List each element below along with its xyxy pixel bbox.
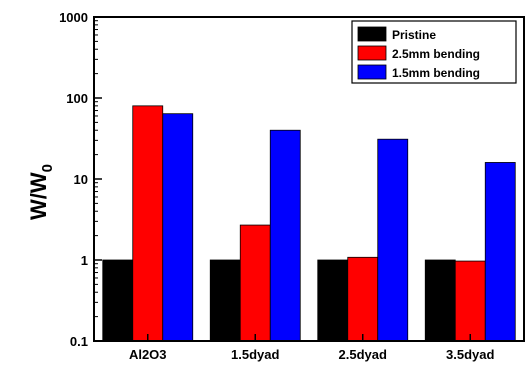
- bar-2-5mm-bending-2.5dyad: [347, 256, 379, 342]
- y-axis-title-subscript: 0: [39, 164, 56, 172]
- y-axis-title-main: W/W: [26, 172, 51, 220]
- legend-label: Pristine: [392, 28, 436, 42]
- bar-pristine-al2o3: [102, 259, 134, 342]
- y-tick-label: 0.1: [70, 334, 88, 349]
- bar-pristine-2.5dyad: [317, 259, 349, 342]
- y-axis: 0.1 1 10 100 1000: [59, 10, 102, 349]
- legend-label: 1.5mm bending: [392, 66, 480, 80]
- bar-1-5mm-bending-2.5dyad: [377, 138, 409, 342]
- x-tick-label: 1.5dyad: [231, 347, 279, 362]
- bars-layer: [102, 105, 516, 342]
- bar-1-5mm-bending-1.5dyad: [269, 129, 301, 342]
- legend-swatch: [357, 45, 387, 61]
- bar-2-5mm-bending-al2o3: [132, 105, 164, 342]
- bar-pristine-3.5dyad: [424, 259, 456, 342]
- bar-pristine-1.5dyad: [209, 259, 241, 342]
- x-tick-label: 3.5dyad: [446, 347, 494, 362]
- y-tick-label: 1: [81, 253, 88, 268]
- legend-label: 2.5mm bending: [392, 47, 480, 61]
- bar-2-5mm-bending-3.5dyad: [454, 260, 486, 342]
- bar-2-5mm-bending-1.5dyad: [239, 224, 271, 342]
- y-axis-title: W/W0: [26, 164, 56, 220]
- bar-1-5mm-bending-al2o3: [162, 113, 194, 342]
- y-tick-label: 100: [66, 91, 88, 106]
- x-tick-label: Al2O3: [129, 347, 167, 362]
- y-tick-label: 1000: [59, 10, 88, 25]
- x-tick-label: 2.5dyad: [339, 347, 387, 362]
- bar-1-5mm-bending-3.5dyad: [484, 162, 516, 342]
- x-axis: Al2O3 1.5dyad 2.5dyad 3.5dyad: [129, 334, 495, 362]
- y-tick-label: 10: [74, 172, 88, 187]
- legend-swatch: [357, 26, 387, 42]
- legend: Pristine 2.5mm bending 1.5mm bending: [351, 20, 517, 84]
- legend-swatch: [357, 64, 387, 80]
